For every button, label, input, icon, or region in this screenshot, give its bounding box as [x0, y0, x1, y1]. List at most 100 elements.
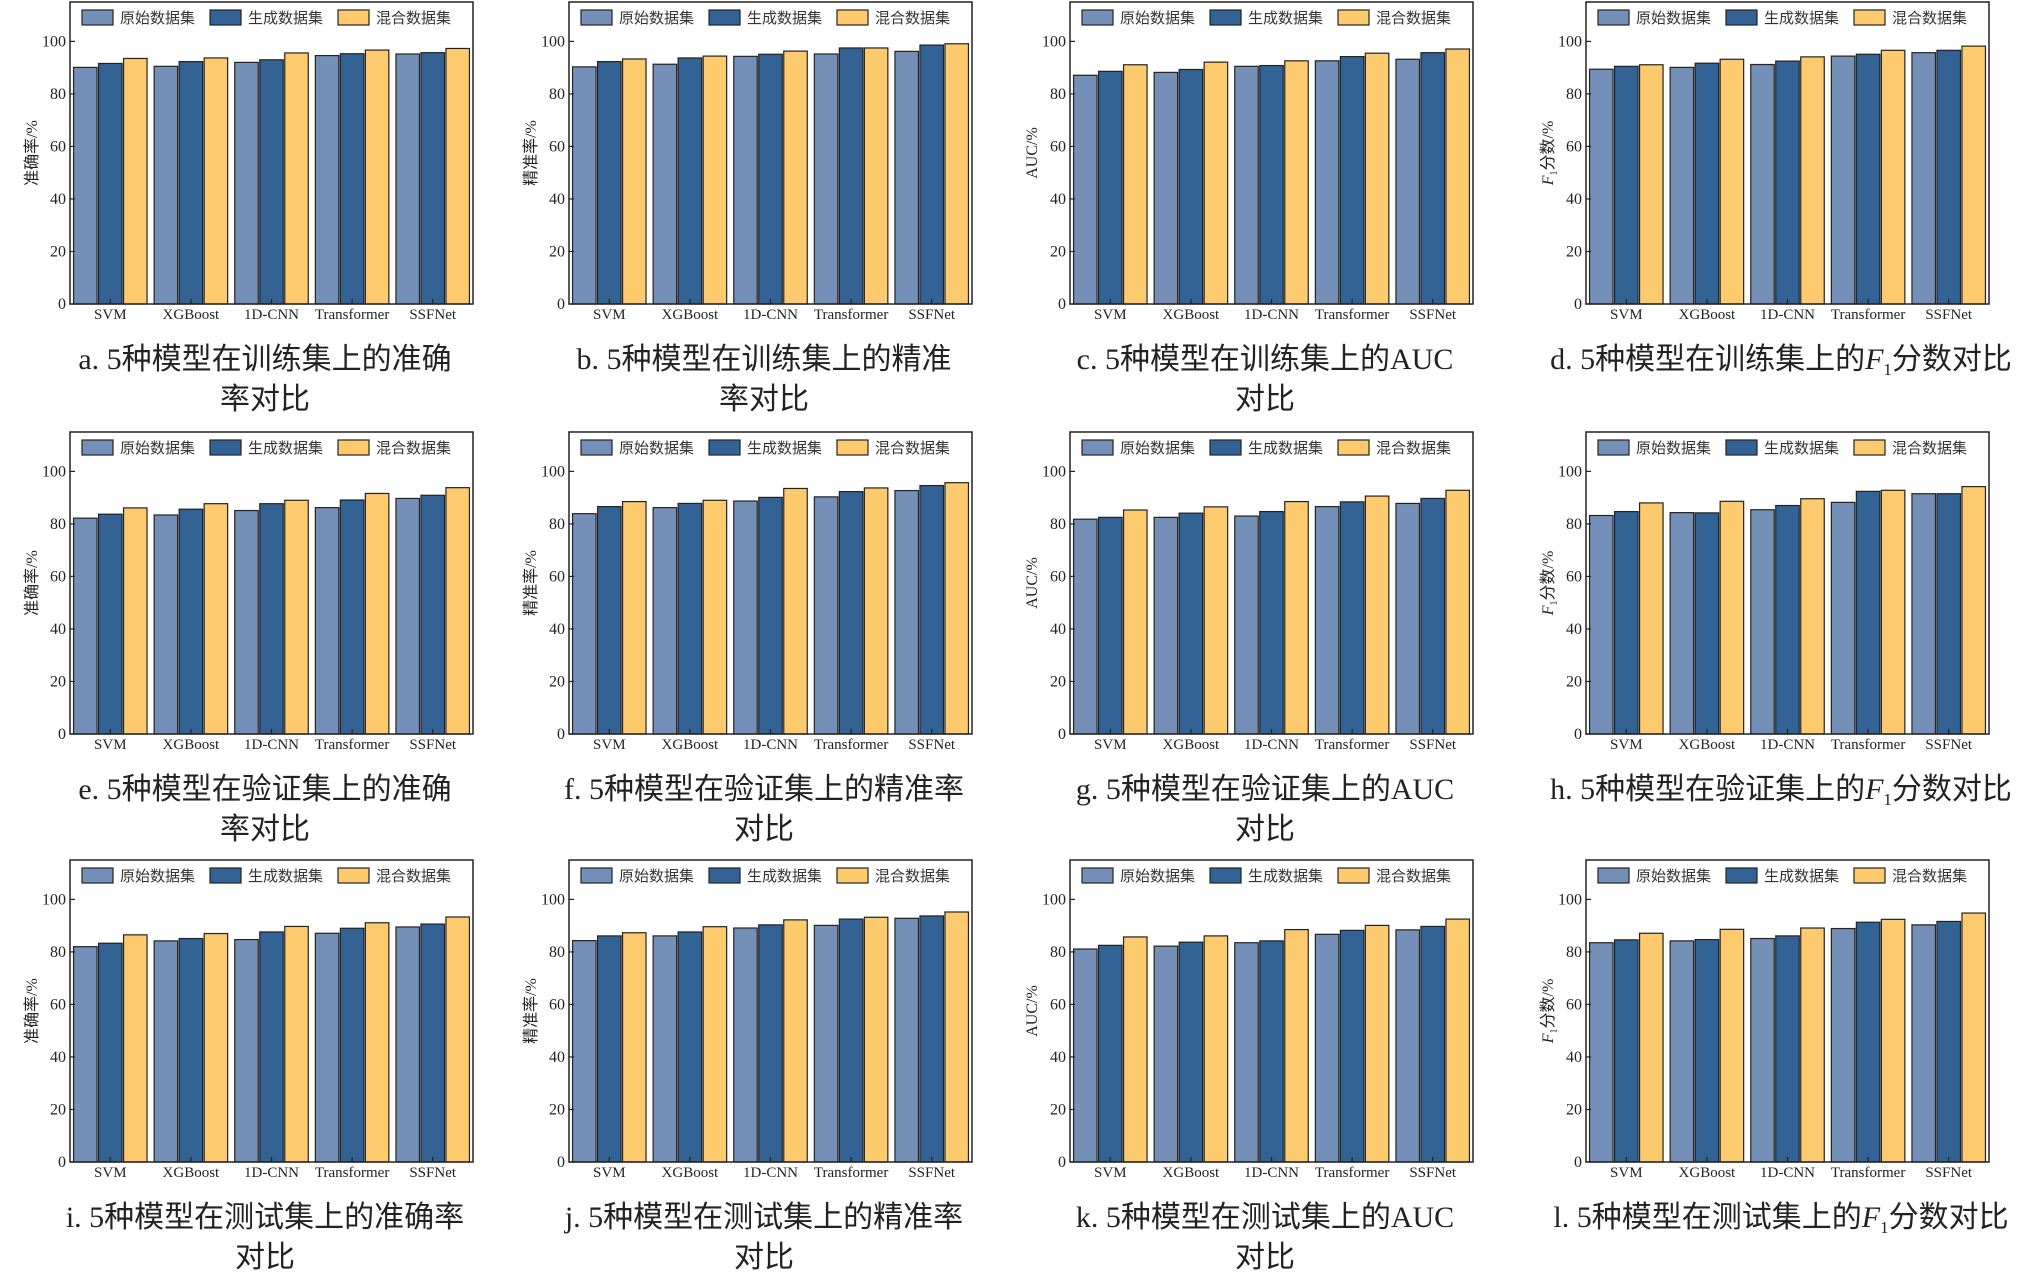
y-tick-label: 100 — [42, 33, 66, 50]
bar-mixed — [1203, 506, 1229, 735]
caption-text: 对比 — [1235, 1241, 1295, 1274]
bar-mixed — [1961, 45, 1987, 305]
y-tick-label: 0 — [557, 296, 565, 313]
bar-original — [1669, 940, 1695, 1163]
bar-mixed — [944, 43, 970, 305]
bar-mixed — [621, 58, 647, 305]
x-tick-label: XGBoost — [163, 307, 221, 323]
y-tick-label: 100 — [1558, 463, 1582, 480]
y-tick-label: 80 — [549, 944, 565, 961]
caption-line: i. 5种模型在测试集上的准确率 — [25, 1198, 505, 1238]
legend-swatch — [1209, 9, 1242, 26]
x-tick-label: SSFNet — [908, 1165, 956, 1181]
bar-generated — [1775, 60, 1800, 305]
caption-text: 1 — [1880, 1218, 1889, 1237]
caption-text: b. 5种模型在训练集上的精准 — [576, 343, 952, 376]
bar-original — [733, 55, 758, 305]
y-tick-label: 60 — [549, 996, 565, 1013]
bar-generated — [1097, 944, 1123, 1163]
bar-mixed — [1800, 498, 1825, 735]
panel-e: 准确率/% 0 20 40 60 80 100 SVM XGBoost 1D-CNN Transfo… — [23, 430, 525, 860]
legend-label: 生成数据集 — [747, 9, 822, 27]
bar-original — [395, 53, 421, 305]
bar-generated — [178, 937, 204, 1163]
y-tick-label: 40 — [1050, 621, 1066, 638]
caption-text: F — [1865, 773, 1884, 806]
bar-generated — [838, 491, 864, 735]
bar-original — [813, 53, 839, 305]
bar-original — [1153, 516, 1179, 735]
x-tick-label: SVM — [593, 1165, 626, 1181]
bar-mixed — [1719, 928, 1745, 1163]
bar-generated — [420, 494, 446, 735]
bar-mixed — [1364, 924, 1390, 1163]
y-tick-label: 60 — [1050, 568, 1066, 585]
x-tick-label: Transformer — [1831, 737, 1905, 753]
x-tick-label: 1D-CNN — [244, 1165, 299, 1181]
bar-generated — [1178, 68, 1204, 305]
y-tick-label: 20 — [1050, 1101, 1066, 1118]
bar-mixed — [445, 47, 471, 305]
y-tick-label: 20 — [1050, 243, 1066, 260]
caption-line: d. 5种模型在训练集上的F1分数对比 — [1541, 340, 2021, 390]
caption-line: 率对比 — [524, 380, 1004, 420]
caption-text: 1 — [1883, 360, 1892, 379]
y-tick-label: 80 — [1050, 944, 1066, 961]
caption-line: 对比 — [1025, 1238, 1505, 1278]
y-tick-label: 80 — [50, 944, 66, 961]
legend-label: 原始数据集 — [120, 9, 195, 27]
bar-original — [1911, 924, 1937, 1163]
x-tick-label: SVM — [1610, 1165, 1643, 1181]
legend-swatch — [209, 867, 242, 884]
bar-original — [1153, 71, 1179, 305]
x-tick-label: SSFNet — [1409, 1165, 1457, 1181]
bar-generated — [677, 931, 703, 1163]
legend-label: 生成数据集 — [1764, 9, 1839, 27]
bar-original — [1588, 68, 1614, 305]
y-tick-label: 40 — [549, 621, 565, 638]
legend-swatch — [1597, 9, 1630, 26]
y-tick-label: 40 — [1050, 1049, 1066, 1066]
x-tick-label: XGBoost — [662, 737, 720, 753]
bar-mixed — [445, 487, 471, 735]
x-tick-label: SSFNet — [1409, 737, 1457, 753]
bar-chart: F1分数/% 0 20 40 60 80 100 SVM XGBoost 1D-CNN Transf… — [1539, 431, 1990, 753]
bar-original — [1750, 63, 1775, 305]
legend-label: 混合数据集 — [875, 9, 950, 27]
legend-label: 生成数据集 — [1248, 867, 1323, 885]
bar-mixed — [1961, 486, 1987, 735]
legend-label: 原始数据集 — [619, 439, 694, 457]
y-tick-label: 0 — [557, 726, 565, 743]
x-tick-label: SSFNet — [1925, 307, 1973, 323]
legend-label: 生成数据集 — [1248, 9, 1323, 27]
y-axis-label-part: 精准率/% — [522, 978, 540, 1044]
bar-original — [652, 507, 678, 735]
figure-caption: l. 5种模型在测试集上的F1分数对比 — [1541, 1198, 2021, 1248]
bar-generated — [420, 52, 446, 305]
bar-original — [813, 924, 839, 1163]
y-axis-label-part: F — [1540, 175, 1557, 186]
caption-text: c. 5种模型在训练集上的AUC — [1076, 343, 1454, 376]
legend-label: 生成数据集 — [1764, 439, 1839, 457]
legend-label: 原始数据集 — [1120, 439, 1195, 457]
bar-mixed — [1638, 932, 1664, 1163]
legend-swatch — [1597, 867, 1630, 884]
caption-text: F — [1865, 343, 1884, 376]
panel-f: 精准率/% 0 20 40 60 80 100 SVM XGBoost 1D-CNN Transfo… — [522, 430, 1024, 860]
caption-line: c. 5种模型在训练集上的AUC — [1025, 340, 1505, 380]
bar-generated — [339, 927, 365, 1163]
bar-chart: 精准率/% 0 20 40 60 80 100 SVM XGBoost 1D-CNN Transfo… — [522, 1, 973, 323]
y-tick-label: 20 — [1050, 673, 1066, 690]
y-tick-label: 0 — [1574, 726, 1582, 743]
bar-original — [395, 497, 421, 735]
y-axis-label: 准确率/% — [23, 978, 41, 1044]
y-tick-label: 40 — [50, 1049, 66, 1066]
caption-text: i. 5种模型在测试集上的准确率 — [65, 1201, 465, 1234]
x-tick-label: SSFNet — [1925, 737, 1973, 753]
y-tick-label: 100 — [1042, 33, 1066, 50]
bar-original — [1911, 493, 1937, 735]
y-tick-label: 60 — [1566, 996, 1582, 1013]
y-tick-label: 100 — [42, 463, 66, 480]
legend-swatch — [1725, 9, 1758, 26]
y-tick-label: 0 — [58, 726, 66, 743]
